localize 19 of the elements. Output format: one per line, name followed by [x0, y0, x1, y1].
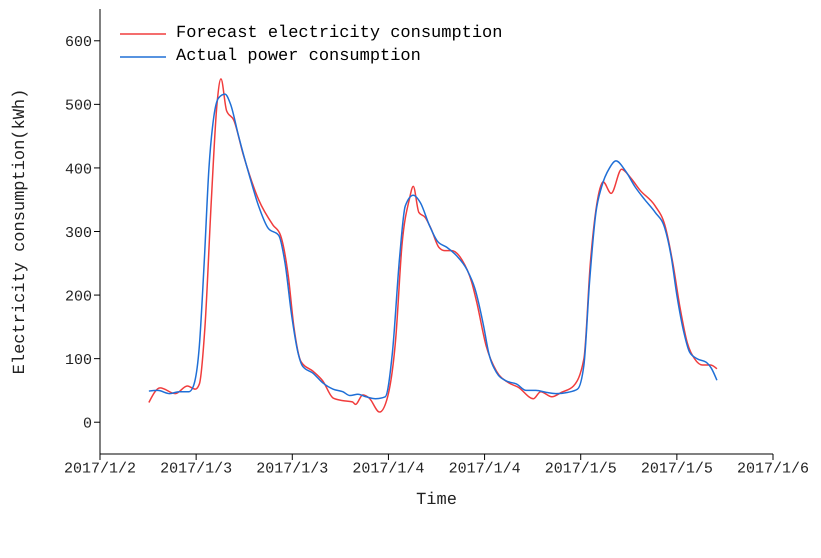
legend-label: Forecast electricity consumption: [176, 24, 502, 43]
y-tick-label: 200: [64, 288, 92, 306]
legend-label: Actual power consumption: [176, 47, 421, 66]
y-tick-label: 300: [64, 224, 92, 242]
x-tick-label: 2017/1/3: [256, 460, 328, 478]
y-tick-label: 500: [64, 98, 92, 115]
y-tick-label: 400: [64, 161, 92, 178]
x-axis-title: Time: [416, 491, 457, 510]
x-tick-label: 2017/1/5: [640, 460, 713, 478]
x-tick-label: 2017/1/4: [352, 460, 424, 478]
y-tick-label: 100: [64, 352, 92, 369]
x-tick-label: 2017/1/4: [448, 460, 521, 478]
y-tick-label: 0: [82, 416, 92, 433]
x-tick-label: 2017/1/5: [544, 460, 617, 478]
x-tick-label: 2017/1/3: [160, 460, 232, 478]
y-tick-label: 600: [64, 34, 92, 52]
x-tick-label: 2017/1/6: [736, 460, 810, 478]
x-tick-label: 2017/1/2: [64, 460, 136, 478]
y-axis-title: Electricity consumption(kWh): [11, 88, 30, 374]
